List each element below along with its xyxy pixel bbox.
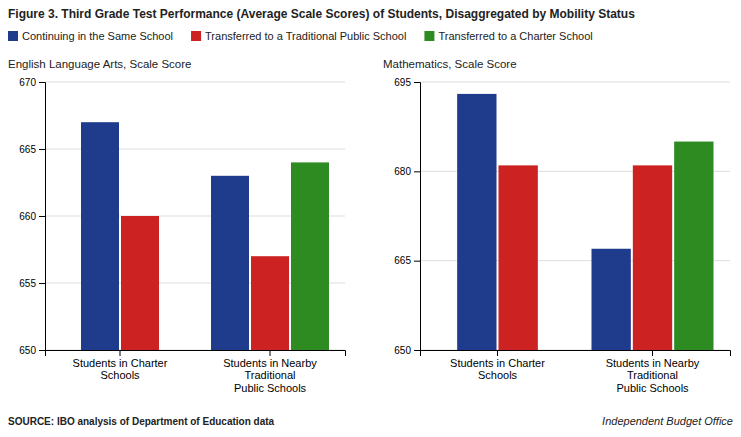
x-tick-label-line: Traditional — [627, 369, 678, 381]
y-tick-mark — [39, 82, 45, 83]
bar — [251, 256, 289, 350]
y-axis-line — [414, 83, 421, 351]
x-tick-label: Students in CharterSchools — [73, 357, 168, 382]
y-tick-label: 650 — [19, 345, 36, 356]
bar — [81, 122, 119, 350]
x-tick-label-line: Schools — [100, 369, 140, 381]
x-tick-label: Students in NearbyTraditionalPublic Scho… — [606, 357, 700, 394]
legend-item: Continuing in the Same School — [8, 30, 173, 42]
y-axis-line — [39, 83, 46, 351]
bar — [457, 94, 496, 350]
legend-swatch — [424, 31, 434, 41]
x-tick: Students in CharterSchools — [73, 350, 168, 381]
y-tick-mark — [39, 283, 45, 284]
y-tick-label: 650 — [394, 345, 411, 356]
x-tick-mark — [270, 350, 271, 356]
y-tick-label: 655 — [19, 278, 36, 289]
legend-label: Continuing in the Same School — [22, 30, 173, 42]
legend-swatch — [191, 31, 201, 41]
y-tick-mark — [414, 350, 420, 351]
y-tick-mark — [39, 149, 45, 150]
figure: Figure 3. Third Grade Test Performance (… — [0, 0, 741, 437]
bar — [211, 176, 249, 350]
y-tick-mark — [414, 261, 420, 262]
y-tick: 695 — [394, 77, 420, 88]
y-tick-mark — [414, 82, 420, 83]
bar — [633, 165, 672, 350]
x-tick-label-line: Public Schools — [616, 382, 689, 394]
bar — [291, 162, 329, 350]
x-tick-label-line: Schools — [478, 369, 518, 381]
x-tick-label-line: Students in Charter — [73, 357, 168, 369]
x-axis-line — [46, 351, 346, 357]
y-tick-label: 670 — [19, 77, 36, 88]
y-tick: 650 — [19, 345, 45, 356]
x-tick-label-line: Students in Nearby — [606, 357, 700, 369]
y-tick-label: 660 — [19, 211, 36, 222]
grid-line — [45, 82, 345, 83]
x-tick-label-line: Traditional — [245, 369, 296, 381]
y-tick: 670 — [19, 77, 45, 88]
x-tick-label-line: Students in Nearby — [223, 357, 317, 369]
credit: Independent Budget Office — [602, 415, 733, 427]
x-tick-label: Students in CharterSchools — [450, 357, 545, 382]
x-tick-label-line: Public Schools — [234, 382, 307, 394]
bar — [499, 165, 538, 350]
panel-title: English Language Arts, Scale Score — [8, 58, 191, 70]
source-note: SOURCE: IBO analysis of Department of Ed… — [8, 416, 275, 427]
legend-label: Transferred to a Charter School — [438, 30, 592, 42]
x-tick-mark — [497, 350, 498, 356]
legend: Continuing in the Same School Transferred… — [8, 30, 593, 42]
bar — [121, 216, 159, 350]
panel: 650665680695Students in CharterSchoolsSt… — [394, 77, 730, 437]
y-axis: 650 665 680 695 — [394, 77, 420, 356]
grid-line — [420, 82, 730, 83]
bars — [81, 122, 329, 350]
x-axis: Students in CharterSchools Students in Ne… — [421, 350, 731, 394]
y-tick: 655 — [19, 278, 45, 289]
panel: 650 655 660 665 670 Students in CharterSchool… — [19, 77, 345, 437]
title: Figure 3. Third Grade Test Performance (… — [8, 7, 635, 21]
legend-item: Transferred to a Traditional Public Scho… — [191, 30, 406, 42]
y-tick: 650 — [394, 345, 420, 356]
legend-label: Transferred to a Traditional Public Scho… — [205, 30, 406, 42]
x-axis: Students in CharterSchools Students in Ne… — [46, 350, 346, 394]
y-tick-label: 695 — [394, 77, 411, 88]
x-tick: Students in CharterSchools — [450, 350, 545, 381]
y-tick-label: 665 — [394, 255, 411, 266]
y-tick-label: 680 — [394, 166, 411, 177]
y-axis: 650 655 660 665 670 — [19, 77, 45, 356]
y-tick-mark — [414, 171, 420, 172]
y-tick-label: 665 — [19, 144, 36, 155]
y-tick: 665 — [394, 255, 420, 266]
y-tick: 680 — [394, 166, 420, 177]
x-tick-mark — [120, 350, 121, 356]
x-tick-mark — [652, 350, 653, 356]
x-tick-label-line: Students in Charter — [450, 357, 545, 369]
x-axis-line — [421, 351, 731, 357]
panel-title: Mathematics, Scale Score — [383, 58, 517, 70]
x-tick-label: Students in NearbyTraditionalPublic Scho… — [223, 357, 317, 394]
x-tick: Students in NearbyTraditionalPublic Scho… — [223, 350, 317, 394]
bar — [674, 142, 713, 350]
bar — [592, 249, 631, 350]
y-tick-mark — [39, 350, 45, 351]
y-tick-mark — [39, 216, 45, 217]
x-tick: Students in NearbyTraditionalPublic Scho… — [606, 350, 700, 394]
y-tick: 665 — [19, 144, 45, 155]
y-tick: 660 — [19, 211, 45, 222]
legend-item: Transferred to a Charter School — [424, 30, 592, 42]
chart-container: Figure 3. Third Grade Test Performance (… — [0, 0, 741, 437]
bars — [457, 94, 713, 350]
legend-swatch — [8, 31, 18, 41]
